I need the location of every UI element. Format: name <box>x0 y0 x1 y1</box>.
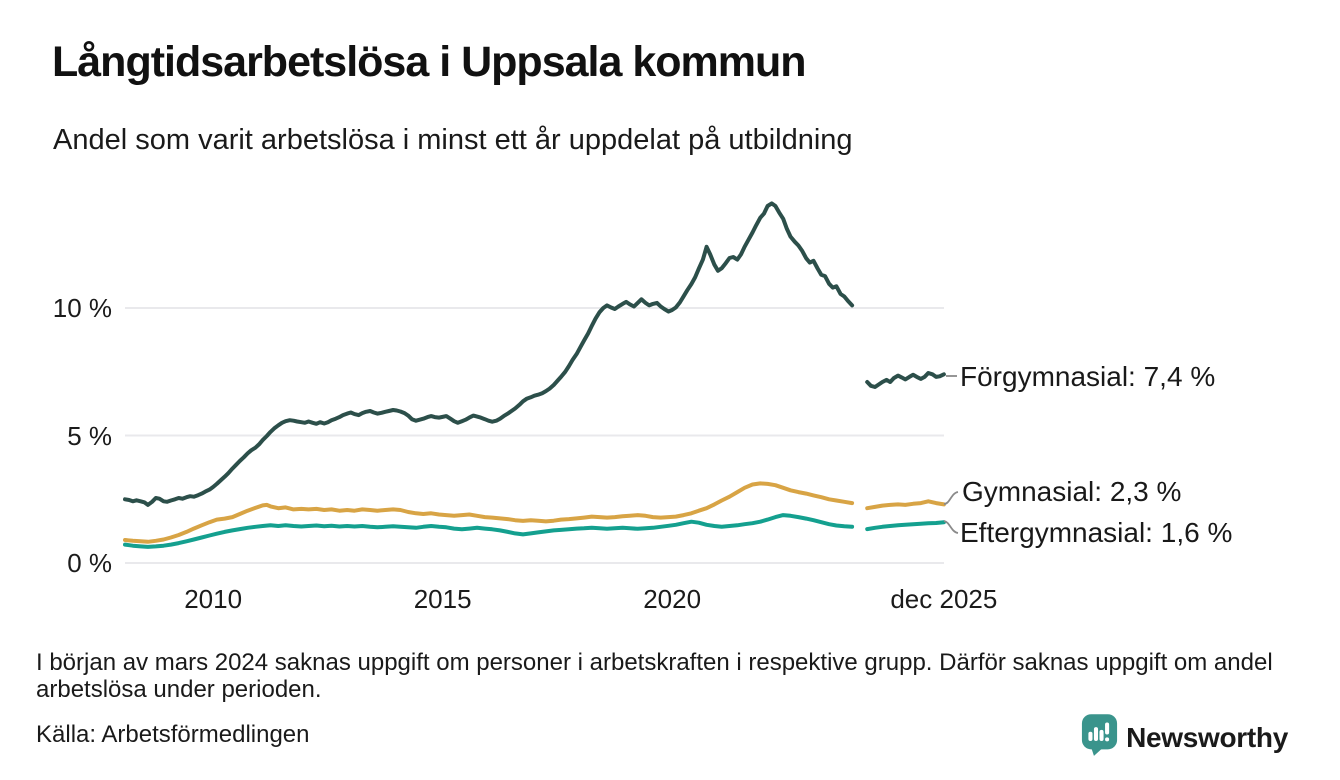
y-tick-label: 0 % <box>67 548 112 578</box>
page-title: Långtidsarbetslösa i Uppsala kommun <box>52 38 807 86</box>
footnote: I början av mars 2024 saknas uppgift om … <box>36 649 1273 703</box>
y-tick-label: 5 % <box>67 420 112 451</box>
label-connectors <box>943 375 959 534</box>
newsworthy-wordmark: Newsworthy <box>1126 721 1288 753</box>
gridlines <box>125 307 944 564</box>
x-tick-label: 2010 <box>184 584 243 614</box>
newsworthy-brand: Newsworthy <box>1081 713 1288 762</box>
line-gymnasial <box>123 481 946 544</box>
page-subtitle: Andel som varit arbetslösa i minst ett å… <box>53 124 853 156</box>
series-label-eftergymnasial: Eftergymnasial: 1,6 % <box>960 517 1233 548</box>
series-label-gymnasial: Gymnasial: 2,3 % <box>962 476 1182 507</box>
series-label-forgymnasial: Förgymnasial: 7,4 % <box>960 361 1216 392</box>
line-eftergymnasial <box>123 513 946 549</box>
y-tick-label: 10 % <box>52 293 112 323</box>
source-text: Källa: Arbetsförmedlingen <box>36 721 310 748</box>
x-tick-label: 2015 <box>413 584 472 614</box>
x-tick-label: dec 2025 <box>890 584 998 614</box>
connector-eftergymnasial <box>943 520 959 534</box>
x-tick-label: 2020 <box>643 584 702 614</box>
newsworthy-logo-icon <box>1081 713 1118 762</box>
line-forgymnasial <box>123 201 946 507</box>
connector-gymnasial <box>943 491 959 505</box>
